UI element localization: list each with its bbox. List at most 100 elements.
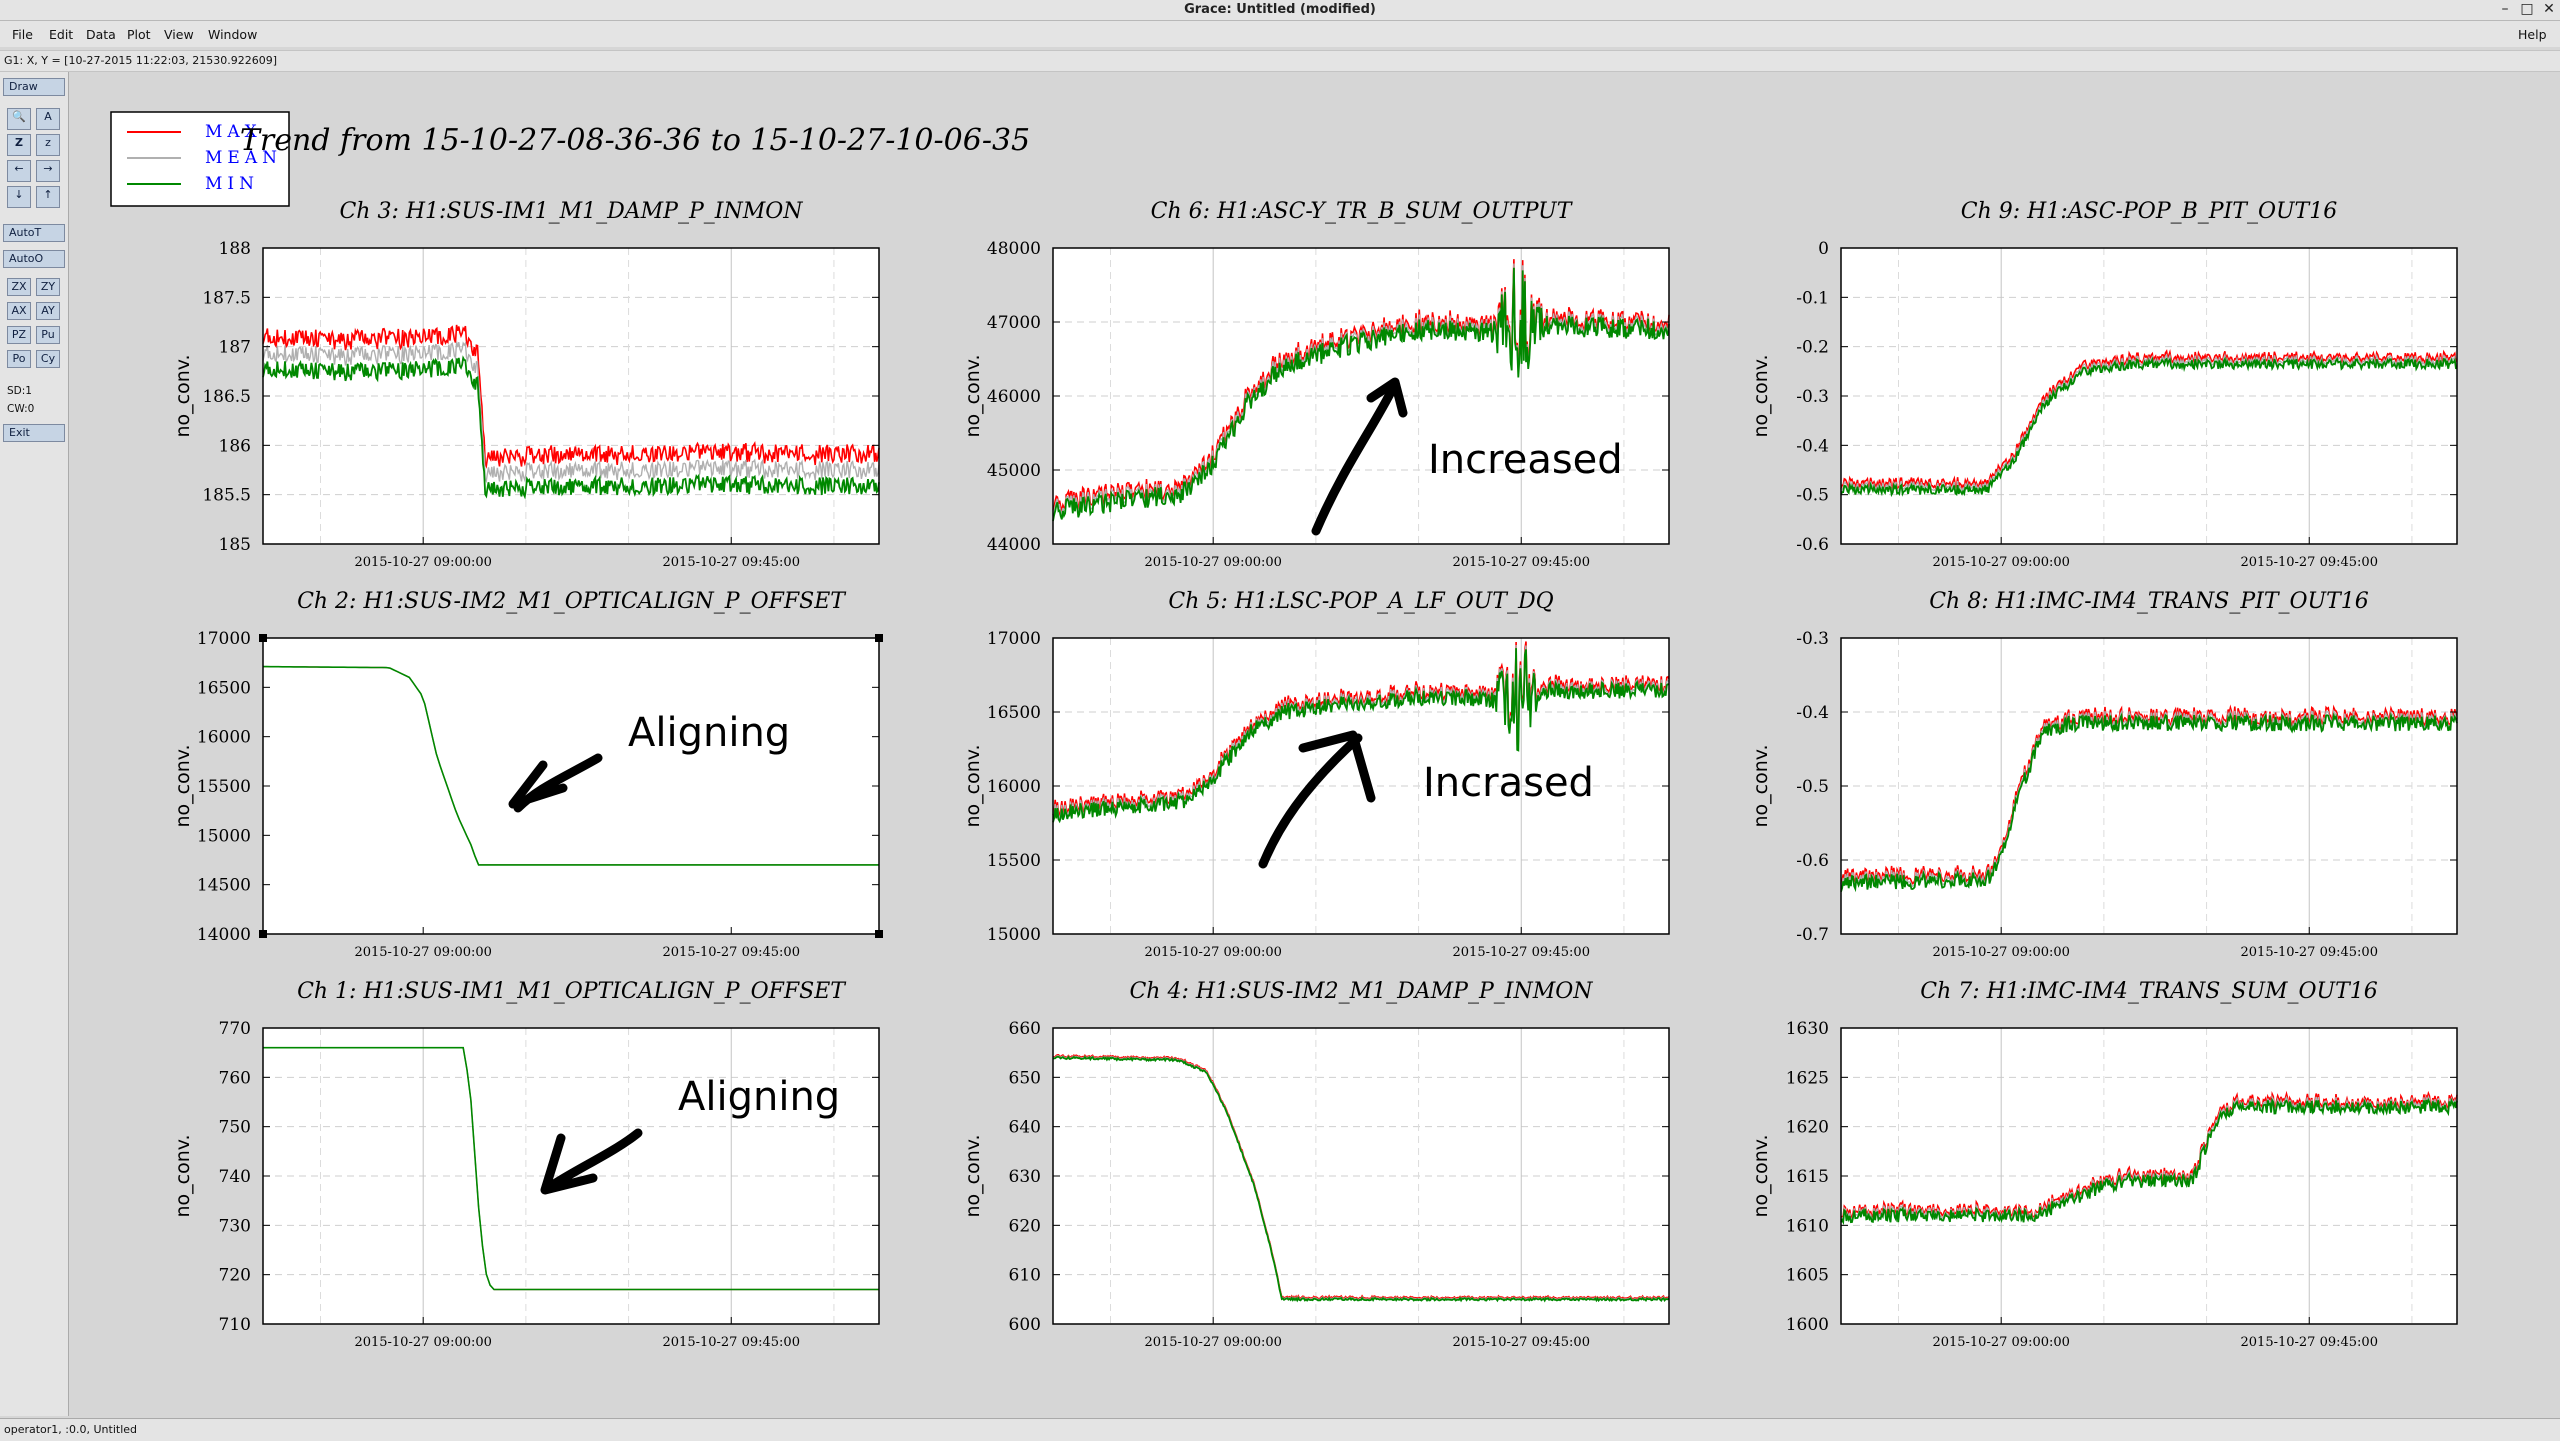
cwd-readout: CW:0 (7, 403, 35, 415)
cy-button[interactable]: Cy (36, 350, 60, 368)
y-tick-label: -0.7 (1796, 925, 1829, 945)
menu-help[interactable]: Help (2518, 27, 2547, 42)
scroll-up-icon[interactable]: ↑ (36, 186, 60, 208)
y-tick-label: 730 (219, 1216, 251, 1236)
y-tick-label: -0.5 (1796, 486, 1829, 506)
selection-handle[interactable] (875, 634, 883, 642)
y-tick-label: 640 (1009, 1118, 1041, 1138)
y-tick-label: 17000 (987, 629, 1041, 649)
y-tick-label: 15500 (197, 777, 251, 797)
pz-button[interactable]: PZ (7, 326, 31, 344)
chart-panel-9: 1600 1605 1610 1615 1620 1625 1630 2015-10-27 0… (1750, 979, 2458, 1350)
y-tick-label: 740 (219, 1167, 251, 1187)
ax-button[interactable]: AX (7, 302, 31, 320)
x-tick-label: 2015-10-27 09:45:00 (2241, 1335, 2378, 1350)
plot-canvas[interactable]: MAX MEAN MIN Trend from 15-10-27-08-36-3… (69, 72, 2560, 1416)
chart-title: Ch 3: H1:SUS-IM1_M1_DAMP_P_INMON (339, 199, 803, 224)
exit-button[interactable]: Exit (3, 424, 65, 442)
scroll-left-icon[interactable]: ← (7, 160, 31, 182)
y-axis-label: no_conv. (172, 744, 194, 827)
y-tick-label: 630 (1009, 1167, 1041, 1187)
y-tick-label: 15000 (197, 826, 251, 846)
menu-file[interactable]: File (12, 27, 33, 42)
y-tick-label: 44000 (987, 535, 1041, 555)
series-min-line (1052, 267, 1670, 522)
y-tick-label: 1615 (1786, 1167, 1829, 1187)
y-tick-label: 16000 (987, 777, 1041, 797)
menu-plot[interactable]: Plot (127, 27, 151, 42)
zoom-in-icon[interactable]: Z (7, 134, 31, 156)
y-tick-label: 600 (1009, 1315, 1041, 1335)
scroll-right-icon[interactable]: → (36, 160, 60, 182)
chart-title: Ch 9: H1:ASC-POP_B_PIT_OUT16 (1961, 199, 2337, 224)
chart-title: Ch 4: H1:SUS-IM2_M1_DAMP_P_INMON (1129, 979, 1593, 1004)
close-icon[interactable]: ✕ (2543, 1, 2555, 17)
menu-edit[interactable]: Edit (49, 27, 74, 42)
pu-button[interactable]: Pu (36, 326, 60, 344)
y-tick-label: 186.5 (202, 387, 251, 407)
locator-bar: G1: X, Y = [10-27-2015 11:22:03, 21530.9… (0, 50, 2560, 72)
x-tick-label: 2015-10-27 09:45:00 (2241, 945, 2378, 960)
y-axis-label: no_conv. (1750, 744, 1772, 827)
ay-button[interactable]: AY (36, 302, 60, 320)
annotation-label: Aligning (628, 710, 790, 756)
draw-button[interactable]: Draw (3, 78, 65, 96)
menu-data[interactable]: Data (86, 27, 116, 42)
y-axis-label: no_conv. (962, 354, 984, 437)
y-tick-label: 16500 (987, 703, 1041, 723)
legend-label-min: MIN (205, 174, 259, 194)
maximize-icon[interactable]: □ (2520, 1, 2534, 17)
y-tick-label: 750 (219, 1118, 251, 1138)
chart-title: Ch 8: H1:IMC-IM4_TRANS_PIT_OUT16 (1929, 589, 2369, 614)
series-max-line (262, 324, 880, 469)
chart-panel-8: 600 610 620 630 640 650 660 2015-10-27 09:00:00… (962, 979, 1670, 1350)
zx-button[interactable]: ZX (7, 278, 31, 296)
selection-handle[interactable] (259, 634, 267, 642)
annotation-label: Incrased (1423, 760, 1594, 806)
figure-title: Trend from 15-10-27-08-36-36 to 15-10-27… (240, 123, 1030, 158)
toolbox-panel: Draw 🔍 A Z z ← → ↓ ↑ AutoT AutoO ZX ZY A… (0, 72, 69, 1416)
legend-box: MAX MEAN MIN (110, 111, 290, 207)
zy-button[interactable]: ZY (36, 278, 60, 296)
trend-figure: MAX MEAN MIN Trend from 15-10-27-08-36-3… (110, 111, 2458, 1350)
x-tick-label: 2015-10-27 09:00:00 (354, 1335, 491, 1350)
autoo-button[interactable]: AutoO (3, 250, 65, 268)
y-tick-label: 1605 (1786, 1266, 1829, 1286)
status-bar: operator1, :0.0, Untitled (0, 1418, 2560, 1441)
menu-view[interactable]: View (164, 27, 194, 42)
status-text: operator1, :0.0, Untitled (4, 1423, 138, 1436)
selection-handle[interactable] (259, 930, 267, 938)
plot-area (263, 638, 879, 934)
y-tick-label: 770 (219, 1019, 251, 1039)
chart-title: Ch 6: H1:ASC-Y_TR_B_SUM_OUTPUT (1151, 199, 1574, 224)
x-tick-label: 2015-10-27 09:00:00 (354, 945, 491, 960)
autoscale-icon[interactable]: A (36, 108, 60, 130)
autot-button[interactable]: AutoT (3, 224, 65, 242)
zoom-out-icon[interactable]: z (36, 134, 60, 156)
minimize-icon[interactable]: – (2501, 1, 2509, 17)
x-tick-label: 2015-10-27 09:45:00 (663, 945, 800, 960)
y-axis-label: no_conv. (172, 354, 194, 437)
chart-title: Ch 1: H1:SUS-IM1_M1_OPTICALIGN_P_OFFSET (297, 979, 847, 1004)
y-tick-label: 15000 (987, 925, 1041, 945)
po-button[interactable]: Po (7, 350, 31, 368)
y-tick-label: 620 (1009, 1216, 1041, 1236)
y-axis-label: no_conv. (1750, 1134, 1772, 1217)
x-tick-label: 2015-10-27 09:45:00 (2241, 555, 2378, 570)
y-tick-label: 187.5 (202, 288, 251, 308)
menu-bar: File Edit Data Plot View Window Help (0, 21, 2560, 47)
y-tick-label: 14000 (197, 925, 251, 945)
series-min-line (263, 665, 879, 866)
y-tick-label: -0.3 (1796, 629, 1829, 649)
y-tick-label: 660 (1009, 1019, 1041, 1039)
zoom-icon[interactable]: 🔍 (7, 108, 31, 130)
y-tick-label: 1610 (1786, 1216, 1829, 1236)
menu-window[interactable]: Window (208, 27, 258, 42)
y-tick-label: -0.6 (1796, 535, 1829, 555)
window-title: Grace: Untitled (modified) (1184, 2, 1376, 17)
y-tick-label: 45000 (987, 461, 1041, 481)
selection-handle[interactable] (875, 930, 883, 938)
y-tick-label: 650 (1009, 1068, 1041, 1088)
plot-area (1841, 638, 2457, 934)
scroll-down-icon[interactable]: ↓ (7, 186, 31, 208)
